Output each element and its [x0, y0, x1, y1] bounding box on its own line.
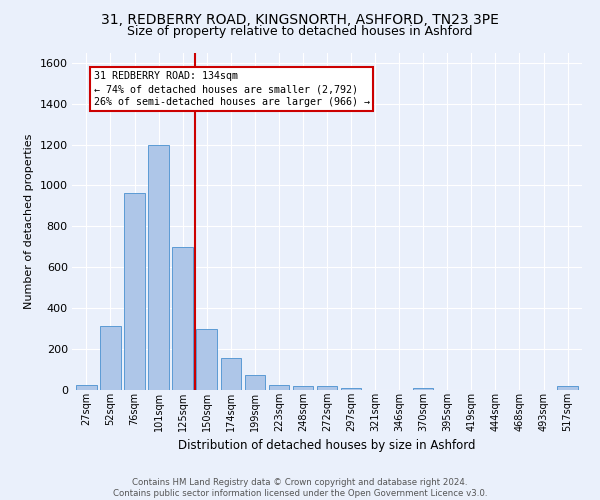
Bar [172, 247, 193, 390]
Bar [413, 388, 433, 390]
Bar [557, 386, 578, 390]
Bar [293, 386, 313, 390]
Bar [317, 386, 337, 390]
Y-axis label: Number of detached properties: Number of detached properties [24, 134, 34, 309]
Text: Size of property relative to detached houses in Ashford: Size of property relative to detached ho… [127, 24, 473, 38]
X-axis label: Distribution of detached houses by size in Ashford: Distribution of detached houses by size … [178, 439, 476, 452]
Bar [76, 385, 97, 390]
Bar [148, 144, 169, 390]
Bar [221, 358, 241, 390]
Bar [100, 326, 121, 390]
Text: 31, REDBERRY ROAD, KINGSNORTH, ASHFORD, TN23 3PE: 31, REDBERRY ROAD, KINGSNORTH, ASHFORD, … [101, 12, 499, 26]
Text: Contains HM Land Registry data © Crown copyright and database right 2024.
Contai: Contains HM Land Registry data © Crown c… [113, 478, 487, 498]
Bar [196, 328, 217, 390]
Text: 31 REDBERRY ROAD: 134sqm
← 74% of detached houses are smaller (2,792)
26% of sem: 31 REDBERRY ROAD: 134sqm ← 74% of detach… [94, 71, 370, 108]
Bar [269, 385, 289, 390]
Bar [124, 192, 145, 390]
Bar [245, 374, 265, 390]
Bar [341, 388, 361, 390]
